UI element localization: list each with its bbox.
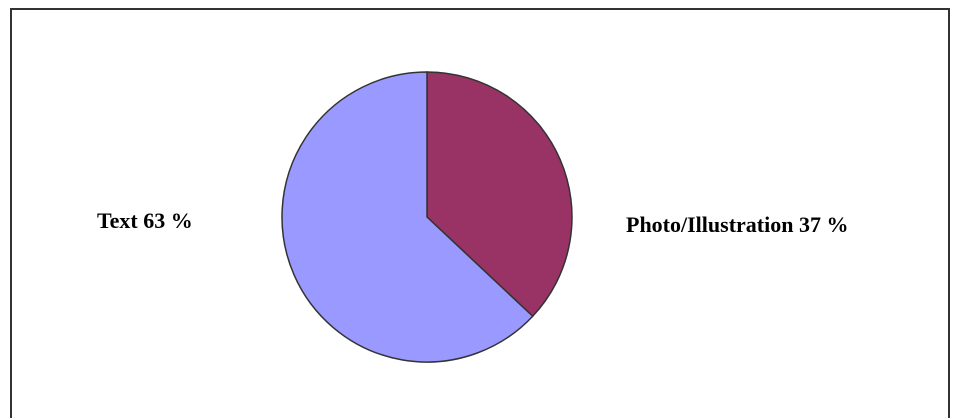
slice-label-text: Text 63 % (97, 208, 193, 233)
pie-slice-text (281, 71, 534, 363)
slice-label-photo-illustration: Photo/Illustration 37 % (626, 212, 849, 237)
pie-slice-photo-illustration (426, 71, 573, 318)
